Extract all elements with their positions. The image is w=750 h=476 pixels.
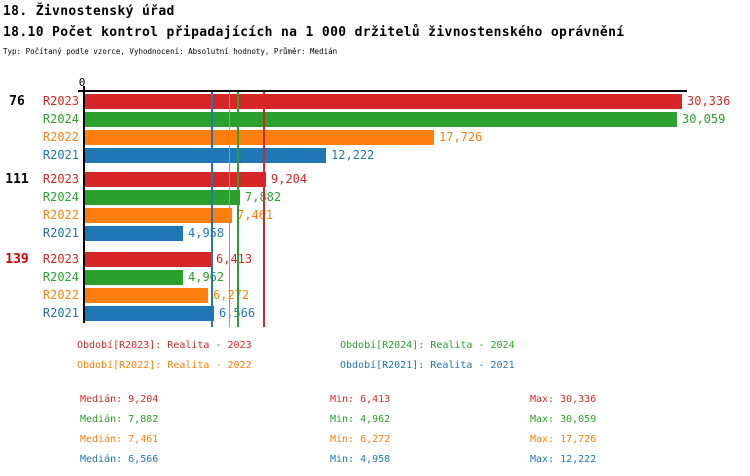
- legend-item: Období[R2023]: Realita - 2023: [77, 340, 252, 351]
- series-row-label: R2022: [42, 208, 79, 222]
- bar-value-label: 7,461: [237, 208, 274, 222]
- bar: [85, 252, 211, 267]
- zero-tick-label: 0: [78, 76, 86, 89]
- chart-subtitle: Typ: Počítaný podle vzorce, Vyhodnocení:…: [3, 47, 338, 56]
- series-row-label: R2023: [42, 172, 79, 186]
- series-row-label: R2023: [42, 94, 79, 108]
- bar: [85, 112, 677, 127]
- bar-value-label: 6,272: [213, 288, 250, 302]
- bar: [85, 94, 682, 109]
- bar-value-label: 12,222: [331, 148, 375, 162]
- chart-title: 18.10 Počet kontrol připadajících na 1 0…: [3, 25, 625, 40]
- stat-max: Max: 30,336: [530, 394, 597, 405]
- stat-max: Max: 30,059: [530, 414, 597, 425]
- bar-value-label: 4,962: [188, 270, 225, 284]
- stat-median: Medián: 6,566: [80, 454, 159, 465]
- bar-value-label: 7,882: [245, 190, 281, 205]
- legend-item: Období[R2021]: Realita - 2021: [340, 360, 515, 371]
- group-label: 111: [5, 172, 29, 187]
- bar: [85, 270, 183, 285]
- stat-min: Min: 4,958: [330, 454, 391, 465]
- stat-median: Medián: 7,461: [80, 434, 159, 445]
- median-line: [237, 92, 239, 327]
- bar: [85, 288, 208, 303]
- stat-min: Min: 6,413: [330, 394, 391, 405]
- report-title: 18. Živnostenský úřad: [3, 4, 175, 19]
- bar: [85, 190, 240, 205]
- median-line: [228, 92, 231, 327]
- series-row-label: R2023: [42, 252, 79, 266]
- median-line: [211, 92, 213, 327]
- series-row-label: R2021: [42, 148, 79, 162]
- bar-value-label: 6,413: [216, 252, 253, 266]
- x-axis-line: [78, 90, 687, 92]
- stat-median: Medián: 7,882: [80, 414, 159, 425]
- group-label: 76: [9, 94, 25, 109]
- stat-min: Min: 6,272: [330, 434, 391, 445]
- bar: [85, 148, 326, 163]
- bar: [85, 172, 266, 187]
- legend-item: Období[R2024]: Realita - 2024: [340, 340, 515, 351]
- bar-value-label: 6,566: [219, 306, 255, 321]
- group-label: 139: [5, 252, 29, 267]
- stat-max: Max: 17,726: [530, 434, 597, 445]
- median-line: [263, 92, 265, 327]
- series-row-label: R2021: [42, 306, 79, 320]
- bar-value-label: 17,726: [439, 130, 483, 144]
- series-row-label: R2021: [42, 226, 79, 240]
- series-row-label: R2024: [42, 270, 79, 284]
- series-row-label: R2022: [42, 130, 79, 144]
- series-row-label: R2024: [42, 190, 79, 204]
- bar-value-label: 4,958: [188, 226, 225, 240]
- bar: [85, 226, 183, 241]
- bar-value-label: 30,059: [682, 112, 726, 126]
- stat-max: Max: 12,222: [530, 454, 597, 465]
- stat-min: Min: 4,962: [330, 414, 391, 425]
- stat-median: Medián: 9,204: [80, 394, 159, 405]
- bar-value-label: 30,336: [687, 94, 731, 108]
- series-row-label: R2024: [42, 112, 79, 126]
- bar: [85, 130, 434, 145]
- bar: [85, 306, 214, 321]
- y-axis-line: [83, 86, 85, 323]
- bar-value-label: 9,204: [271, 172, 308, 186]
- bar: [85, 208, 232, 223]
- series-row-label: R2022: [42, 288, 79, 302]
- legend-item: Období[R2022]: Realita - 2022: [77, 360, 252, 371]
